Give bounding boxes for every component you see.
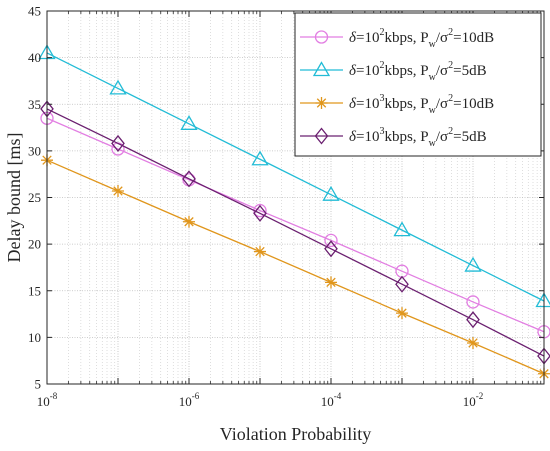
series-group xyxy=(38,44,550,380)
series-line xyxy=(46,159,545,375)
data-point xyxy=(112,184,124,197)
legend-entry: δ=103kbps, Pw/σ2=10dB xyxy=(300,93,494,116)
series-line xyxy=(46,108,545,357)
legend-label: δ=103kbps, Pw/σ2=10dB xyxy=(349,93,494,116)
data-point xyxy=(253,204,267,222)
legend-entry: δ=103kbps, Pw/σ2=5dB xyxy=(300,126,487,149)
legend-label: δ=102kbps, Pw/σ2=10dB xyxy=(349,27,494,50)
x-axis-label: Violation Probability xyxy=(220,424,371,444)
series-4 xyxy=(40,100,550,365)
data-point xyxy=(467,336,479,349)
y-tick-label: 35 xyxy=(28,97,41,112)
data-point xyxy=(111,134,125,152)
series-line xyxy=(46,52,545,302)
data-point xyxy=(466,311,480,329)
y-axis-label: Delay bound [ms] xyxy=(4,133,24,263)
y-tick-label: 30 xyxy=(28,143,41,158)
legend-marker xyxy=(312,61,331,77)
data-point xyxy=(254,245,266,258)
data-point xyxy=(109,79,127,95)
data-point xyxy=(466,295,480,309)
series-line xyxy=(46,117,545,333)
series-2 xyxy=(38,44,550,308)
data-point xyxy=(324,240,338,258)
data-point xyxy=(393,221,411,237)
y-tick-label: 5 xyxy=(35,377,42,392)
legend: δ=102kbps, Pw/σ2=10dB δ=102kbps, Pw/σ2=5d… xyxy=(294,12,542,157)
data-point xyxy=(464,256,482,272)
y-tick-label: 40 xyxy=(28,50,41,65)
x-tick-label: 10-2 xyxy=(463,391,484,409)
y-tick-label: 25 xyxy=(28,190,41,205)
legend-marker xyxy=(314,30,329,44)
legend-label: δ=102kbps, Pw/σ2=5dB xyxy=(349,60,487,83)
ticks: 5 10 15 20 25 30 35 40 45 10-8 10-6 10-4 10-2 xyxy=(28,4,545,409)
y-tick-label: 45 xyxy=(28,4,41,19)
data-point xyxy=(251,150,269,166)
legend-marker xyxy=(314,127,329,145)
data-point xyxy=(180,115,198,130)
data-point xyxy=(322,185,340,201)
x-tick-label: 10-4 xyxy=(321,391,342,409)
legend-entry: δ=102kbps, Pw/σ2=10dB xyxy=(300,27,494,50)
data-point xyxy=(396,307,408,320)
legend-marker xyxy=(315,97,328,109)
data-point xyxy=(325,276,337,289)
data-point xyxy=(182,170,196,188)
legend-label: δ=103kbps, Pw/σ2=5dB xyxy=(349,126,487,149)
y-tick-label: 15 xyxy=(28,283,41,298)
data-point xyxy=(183,215,195,228)
x-tick-label: 10-6 xyxy=(179,391,200,409)
y-tick-label: 10 xyxy=(28,330,41,345)
data-point xyxy=(324,233,338,248)
data-point xyxy=(395,275,409,293)
legend-entry: δ=102kbps, Pw/σ2=5dB xyxy=(300,60,487,83)
y-tick-label: 20 xyxy=(28,237,41,252)
x-tick-label: 10-8 xyxy=(37,391,58,409)
